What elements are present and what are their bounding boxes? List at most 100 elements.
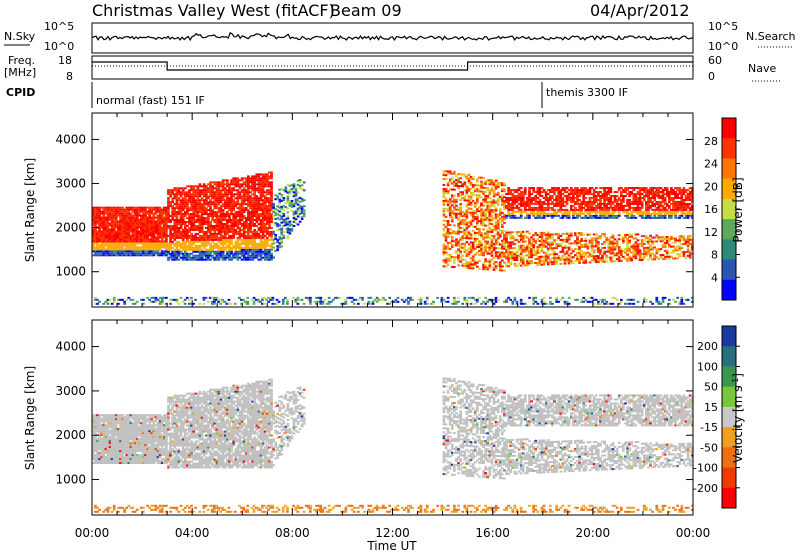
power-cell: [484, 198, 488, 201]
power-cell: [292, 213, 296, 216]
power-cell: [286, 229, 290, 232]
power-cell: [257, 199, 261, 202]
power-cell: [290, 209, 294, 212]
power-cell: [467, 225, 471, 228]
power-cell: [226, 179, 229, 182]
power-cell: [213, 250, 217, 253]
power-cell: [200, 203, 204, 206]
power-cell: [482, 214, 485, 217]
power-cell: [204, 258, 208, 261]
power-cell: [542, 200, 546, 203]
power-cell: [676, 210, 679, 213]
power-cell: [513, 237, 517, 240]
power-cell: [232, 201, 236, 204]
power-cell: [530, 193, 533, 196]
power-cell: [154, 238, 158, 241]
power-cell: [259, 215, 263, 218]
power-cell: [628, 187, 631, 190]
power-cell: [232, 221, 236, 224]
power-cell: [690, 198, 694, 201]
power-cell: [488, 226, 492, 229]
power-cell: [480, 182, 483, 185]
power-cell: [253, 197, 257, 200]
power-cell: [517, 210, 521, 213]
power-cell: [213, 215, 217, 218]
power-cell: [657, 200, 661, 203]
power-cell: [209, 187, 212, 190]
power-cell: [561, 198, 565, 201]
power-cell: [622, 206, 625, 209]
power-cell: [501, 223, 504, 226]
power-cell: [494, 179, 498, 182]
power-cell: [559, 216, 563, 219]
power-cell: [513, 257, 517, 259]
power-cell: [177, 228, 181, 231]
power-cell: [536, 251, 540, 254]
power-cell: [653, 204, 657, 207]
power-cell: [478, 244, 481, 247]
power-cell: [532, 187, 536, 190]
power-cell: [601, 208, 604, 211]
power-cell: [192, 234, 196, 237]
power-cell: [542, 196, 546, 199]
power-cell: [234, 177, 238, 180]
power-cell: [207, 219, 210, 222]
power-cell: [259, 240, 263, 243]
power-cell: [127, 234, 131, 237]
power-cell: [526, 250, 529, 253]
power-cell: [532, 196, 536, 199]
power-cell: [501, 200, 504, 202]
power-cell: [465, 177, 469, 180]
power-cell: [150, 212, 154, 215]
power-cell: [259, 209, 263, 212]
power-cell: [247, 232, 250, 235]
power-cell: [265, 201, 269, 204]
power-cell: [133, 246, 137, 249]
power-cell: [515, 204, 519, 207]
power-cell: [496, 221, 500, 224]
power-cell: [557, 202, 561, 205]
power-cell: [592, 189, 596, 192]
power-cell: [211, 195, 214, 198]
power-cell: [217, 238, 221, 241]
power-cell: [146, 238, 149, 241]
power-cell: [217, 215, 221, 218]
power-cell: [599, 208, 602, 211]
power-cell: [133, 216, 137, 219]
power-cell: [106, 226, 110, 229]
power-cell: [565, 256, 569, 259]
power-cell: [511, 206, 515, 209]
power-cell: [465, 255, 469, 258]
power-cell: [513, 189, 517, 192]
power-cell: [582, 196, 586, 199]
power-cell: [232, 215, 236, 218]
power-cell: [268, 181, 271, 184]
power-cell: [175, 223, 179, 225]
power-cell: [230, 213, 233, 216]
power-cell: [219, 213, 223, 216]
power-cell: [473, 202, 477, 205]
power-cell: [106, 244, 110, 247]
power-cell: [129, 206, 133, 209]
power-cell: [234, 213, 238, 216]
power-cell: [175, 234, 179, 237]
power-cell: [192, 248, 196, 251]
power-cell: [98, 230, 101, 233]
power-cell: [160, 228, 164, 231]
power-cell: [200, 217, 204, 220]
power-cell: [119, 216, 122, 219]
power-cell: [211, 226, 214, 229]
power-cell: [638, 208, 642, 211]
power-cell: [247, 201, 250, 204]
power-cell: [453, 240, 456, 243]
power-cell: [211, 234, 214, 237]
power-cell: [137, 232, 141, 235]
power-cell: [467, 243, 471, 246]
power-cell: [96, 248, 99, 251]
power-cell: [672, 208, 675, 211]
power-cell: [501, 265, 504, 268]
power-cell: [475, 200, 479, 203]
power-cell: [682, 198, 686, 201]
power-cell: [247, 199, 250, 202]
power-cell: [565, 250, 569, 253]
